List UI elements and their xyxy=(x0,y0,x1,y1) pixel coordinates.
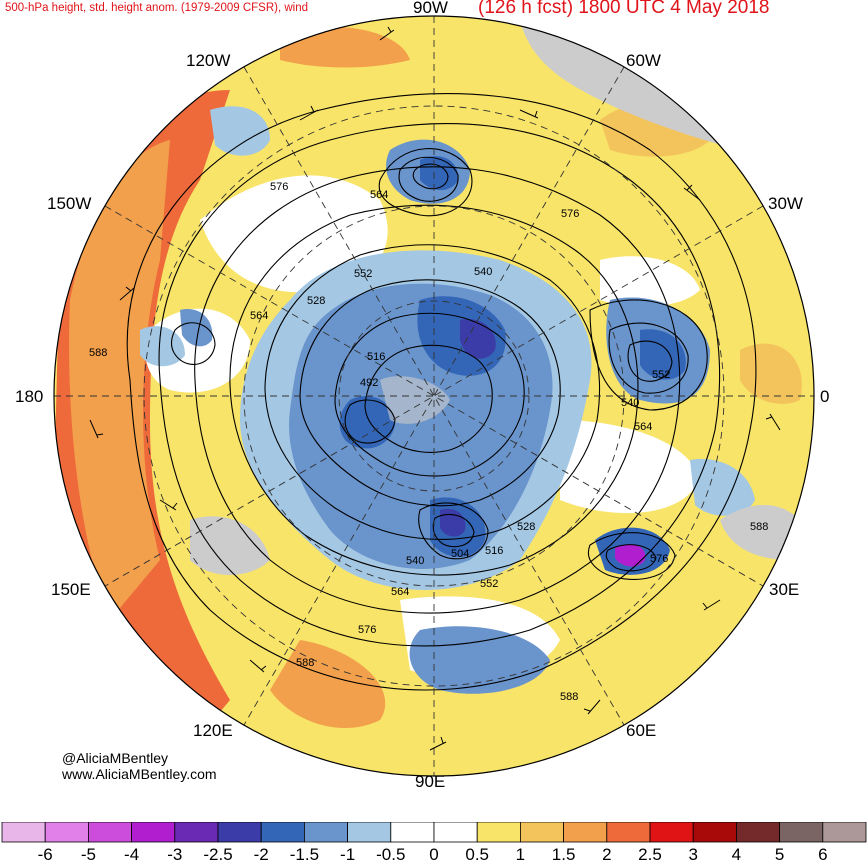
contour-label: 540 xyxy=(406,555,424,567)
contour-label: 552 xyxy=(354,268,372,280)
colorbar-swatch xyxy=(476,822,521,843)
colorbar-tick-label: 0 xyxy=(429,845,439,864)
colorbar-swatch xyxy=(1,822,46,843)
colorbar-swatch xyxy=(649,822,694,843)
colorbar-tick-label: -6 xyxy=(37,845,53,864)
contour-label: 516 xyxy=(485,545,503,557)
contour-label: 588 xyxy=(296,657,314,669)
graticule xyxy=(54,16,814,776)
contour-label: 588 xyxy=(750,521,768,533)
lon-label-150w: 150W xyxy=(47,194,92,213)
contour-label: 576 xyxy=(650,553,668,565)
colorbar-tick-label: 1.5 xyxy=(551,845,576,864)
colorbar-tick-label: 3 xyxy=(688,845,698,864)
colorbar-tick-label: -5 xyxy=(80,845,96,864)
contour-label: 588 xyxy=(560,691,578,703)
colorbar-swatch xyxy=(217,822,262,843)
contour-label: 540 xyxy=(474,266,492,278)
colorbar-swatch xyxy=(260,822,305,843)
colorbar-tick-label: 0.5 xyxy=(465,845,490,864)
contour-label: 564 xyxy=(391,586,409,598)
colorbar xyxy=(1,822,867,843)
colorbar-swatch xyxy=(520,822,565,843)
contour-label: 576 xyxy=(561,208,579,220)
colorbar-swatch xyxy=(563,822,608,843)
lon-label-30w: 30W xyxy=(768,194,803,213)
colorbar-tick-label: -2.5 xyxy=(203,845,233,864)
colorbar-swatch xyxy=(44,822,89,843)
map-title: 500-hPa height, std. height anom. (1979-… xyxy=(5,2,309,14)
colorbar-swatch xyxy=(131,822,176,843)
lon-label-150e: 150E xyxy=(51,580,91,599)
contour-label: 588 xyxy=(89,347,107,359)
lon-label-90e: 90E xyxy=(415,772,446,791)
contour-label: 552 xyxy=(652,369,670,381)
contour-label: 516 xyxy=(367,351,385,363)
lon-label-180: 180 xyxy=(15,387,44,406)
colorbar-tick-label: 2 xyxy=(602,845,612,864)
colorbar-tick-label: -0.5 xyxy=(376,845,406,864)
colorbar-tick-label: -1 xyxy=(340,845,356,864)
colorbar-tick-label: 2.5 xyxy=(638,845,662,864)
contour-label: 564 xyxy=(250,310,268,322)
colorbar-swatch xyxy=(736,822,781,843)
lon-label-60e: 60E xyxy=(626,721,657,740)
credit-website: www.AliciaMBentley.com xyxy=(62,766,217,782)
colorbar-swatch xyxy=(303,822,348,843)
colorbar-swatch xyxy=(390,822,435,843)
colorbar-tick-label: -4 xyxy=(124,845,140,864)
contour-label: 552 xyxy=(480,578,498,590)
contour-label: 528 xyxy=(517,521,535,533)
contour-label: 564 xyxy=(370,189,388,201)
colorbar-tick-label: 6 xyxy=(818,845,828,864)
colorbar-tick-label: 5 xyxy=(774,845,785,864)
contour-label: 504 xyxy=(451,548,469,560)
colorbar-swatch xyxy=(692,822,737,843)
colorbar-swatch xyxy=(779,822,824,843)
colorbar-tick-label: -3 xyxy=(167,845,183,864)
forecast-time: (126 h fcst) 1800 UTC 4 May 2018 xyxy=(478,0,770,18)
lon-label-90w: 90W xyxy=(413,0,448,17)
contour-label: 576 xyxy=(270,181,288,193)
colorbar-tick-label: -1.5 xyxy=(289,845,320,864)
colorbar-swatch xyxy=(433,822,478,843)
contour-label: 540 xyxy=(621,397,639,409)
wind-barbs xyxy=(89,26,781,751)
contour-label: 492 xyxy=(360,377,378,389)
colorbar-swatch xyxy=(174,822,219,843)
contour-label: 576 xyxy=(358,624,376,636)
lon-label-120e: 120E xyxy=(193,721,233,740)
colorbar-tick-label: 4 xyxy=(731,845,742,864)
lon-label-0: 0 xyxy=(820,387,830,406)
colorbar-swatch xyxy=(88,822,133,843)
credit-handle: @AliciaMBentley xyxy=(62,750,169,766)
lon-label-30e: 30E xyxy=(769,580,800,599)
height-contours xyxy=(126,93,757,691)
lon-label-120w: 120W xyxy=(186,51,231,70)
colorbar-swatch xyxy=(347,822,392,843)
polar-stereographic-map: 576 564 576 552 540 528 564 516 492 552 … xyxy=(53,15,815,777)
contour-label: 528 xyxy=(307,295,325,307)
colorbar-tick-label: 1 xyxy=(515,845,526,864)
colorbar-tick-label: -2 xyxy=(253,845,269,864)
contour-label: 564 xyxy=(634,421,652,433)
colorbar-swatch xyxy=(822,822,867,843)
lon-label-60w: 60W xyxy=(626,51,661,70)
colorbar-swatch xyxy=(606,822,651,843)
